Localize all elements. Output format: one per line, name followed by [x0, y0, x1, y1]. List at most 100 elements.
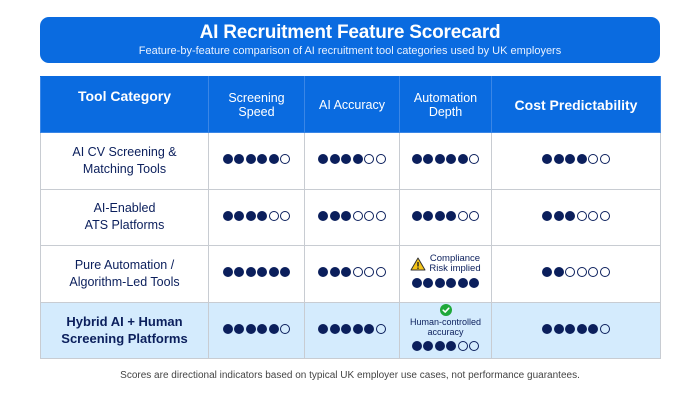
filled-dot-icon	[423, 278, 434, 289]
filled-dot-icon	[245, 210, 256, 221]
filled-dot-icon	[434, 210, 445, 221]
filled-dot-icon	[222, 210, 233, 221]
category-line: Screening Platforms	[61, 331, 188, 347]
cost-predictability-cell	[491, 188, 661, 246]
empty-dot-icon	[599, 267, 610, 278]
filled-dot-icon	[318, 323, 329, 334]
category-line: Algorithm-Led Tools	[69, 274, 180, 289]
filled-dot-icon	[553, 323, 564, 334]
filled-dot-icon	[268, 323, 279, 334]
filled-dot-icon	[411, 341, 422, 352]
filled-dot-icon	[257, 267, 268, 278]
filled-dot-icon	[234, 210, 245, 221]
filled-dot-icon	[222, 154, 233, 165]
table-row: Pure Automation / Algorithm-Led Tools Comp…	[40, 245, 661, 303]
filled-dot-icon	[329, 267, 340, 278]
empty-dot-icon	[375, 267, 386, 278]
filled-dot-icon	[341, 154, 352, 165]
ai-accuracy-cell	[304, 245, 400, 303]
filled-dot-icon	[352, 323, 363, 334]
tool-category-cell: AI CV Screening & Matching Tools	[40, 132, 209, 190]
score-dots	[318, 210, 386, 221]
filled-dot-icon	[423, 154, 434, 165]
empty-dot-icon	[576, 210, 587, 221]
filled-dot-icon	[411, 210, 422, 221]
filled-dot-icon	[423, 210, 434, 221]
screening-speed-cell	[208, 132, 305, 190]
filled-dot-icon	[576, 154, 587, 165]
score-dots	[222, 210, 291, 221]
empty-dot-icon	[576, 267, 587, 278]
column-header-line: Depth	[428, 104, 463, 119]
column-header-automation-depth: Automation Depth	[399, 76, 492, 133]
column-header-cost-predictability: Cost Predictability	[491, 76, 661, 133]
automation-depth-cell: Compliance Risk implied	[399, 245, 492, 303]
score-dots	[542, 210, 610, 221]
tool-category-cell: AI-Enabled ATS Platforms	[40, 188, 209, 246]
column-header-line: Automation	[413, 90, 478, 105]
category-line: AI-Enabled	[93, 201, 156, 216]
note-text: Compliance Risk implied	[429, 254, 480, 274]
filled-dot-icon	[222, 323, 233, 334]
page-title: AI Recruitment Feature Scorecard	[199, 22, 501, 43]
filled-dot-icon	[553, 267, 564, 278]
table-row: AI-Enabled ATS Platforms	[40, 188, 661, 246]
category-line: Pure Automation /	[74, 257, 175, 272]
filled-dot-icon	[542, 267, 553, 278]
filled-dot-icon	[280, 267, 291, 278]
compliance-risk-note: Compliance Risk implied	[400, 254, 491, 274]
filled-dot-icon	[329, 323, 340, 334]
filled-dot-icon	[341, 323, 352, 334]
empty-dot-icon	[457, 210, 468, 221]
filled-dot-icon	[234, 267, 245, 278]
filled-dot-icon	[446, 278, 457, 289]
empty-dot-icon	[268, 210, 279, 221]
score-dots	[318, 323, 386, 334]
empty-dot-icon	[280, 210, 291, 221]
filled-dot-icon	[542, 154, 553, 165]
page-subtitle: Feature-by-feature comparison of AI recr…	[138, 45, 562, 57]
filled-dot-icon	[318, 154, 329, 165]
score-dots	[542, 154, 610, 165]
filled-dot-icon	[565, 154, 576, 165]
filled-dot-icon	[341, 210, 352, 221]
filled-dot-icon	[434, 154, 445, 165]
filled-dot-icon	[245, 154, 256, 165]
note-line: Compliance	[429, 253, 481, 265]
column-header-tool-category: Tool Category	[40, 76, 209, 133]
empty-dot-icon	[588, 267, 599, 278]
empty-dot-icon	[364, 154, 375, 165]
empty-dot-icon	[352, 210, 363, 221]
automation-depth-cell	[399, 188, 492, 246]
category-line: AI CV Screening &	[72, 144, 177, 159]
score-dots	[222, 267, 291, 278]
empty-dot-icon	[364, 267, 375, 278]
empty-dot-icon	[375, 210, 386, 221]
cost-predictability-cell	[491, 301, 661, 359]
disclaimer-text: Scores are directional indicators based …	[120, 370, 580, 381]
filled-dot-icon	[234, 154, 245, 165]
tool-category-cell: Hybrid AI + Human Screening Platforms	[40, 301, 209, 359]
filled-dot-icon	[411, 278, 422, 289]
empty-dot-icon	[469, 341, 480, 352]
empty-dot-icon	[599, 154, 610, 165]
filled-dot-icon	[318, 267, 329, 278]
filled-dot-icon	[434, 341, 445, 352]
empty-dot-icon	[599, 323, 610, 334]
score-dots	[411, 341, 480, 352]
filled-dot-icon	[553, 154, 564, 165]
filled-dot-icon	[469, 278, 480, 289]
filled-dot-icon	[576, 323, 587, 334]
empty-dot-icon	[457, 341, 468, 352]
filled-dot-icon	[257, 210, 268, 221]
filled-dot-icon	[352, 154, 363, 165]
filled-dot-icon	[318, 210, 329, 221]
score-dots	[411, 210, 480, 221]
tool-category-cell: Pure Automation / Algorithm-Led Tools	[40, 245, 209, 303]
empty-dot-icon	[588, 154, 599, 165]
screening-speed-cell	[208, 301, 305, 359]
filled-dot-icon	[542, 210, 553, 221]
filled-dot-icon	[446, 341, 457, 352]
filled-dot-icon	[234, 323, 245, 334]
filled-dot-icon	[411, 154, 422, 165]
